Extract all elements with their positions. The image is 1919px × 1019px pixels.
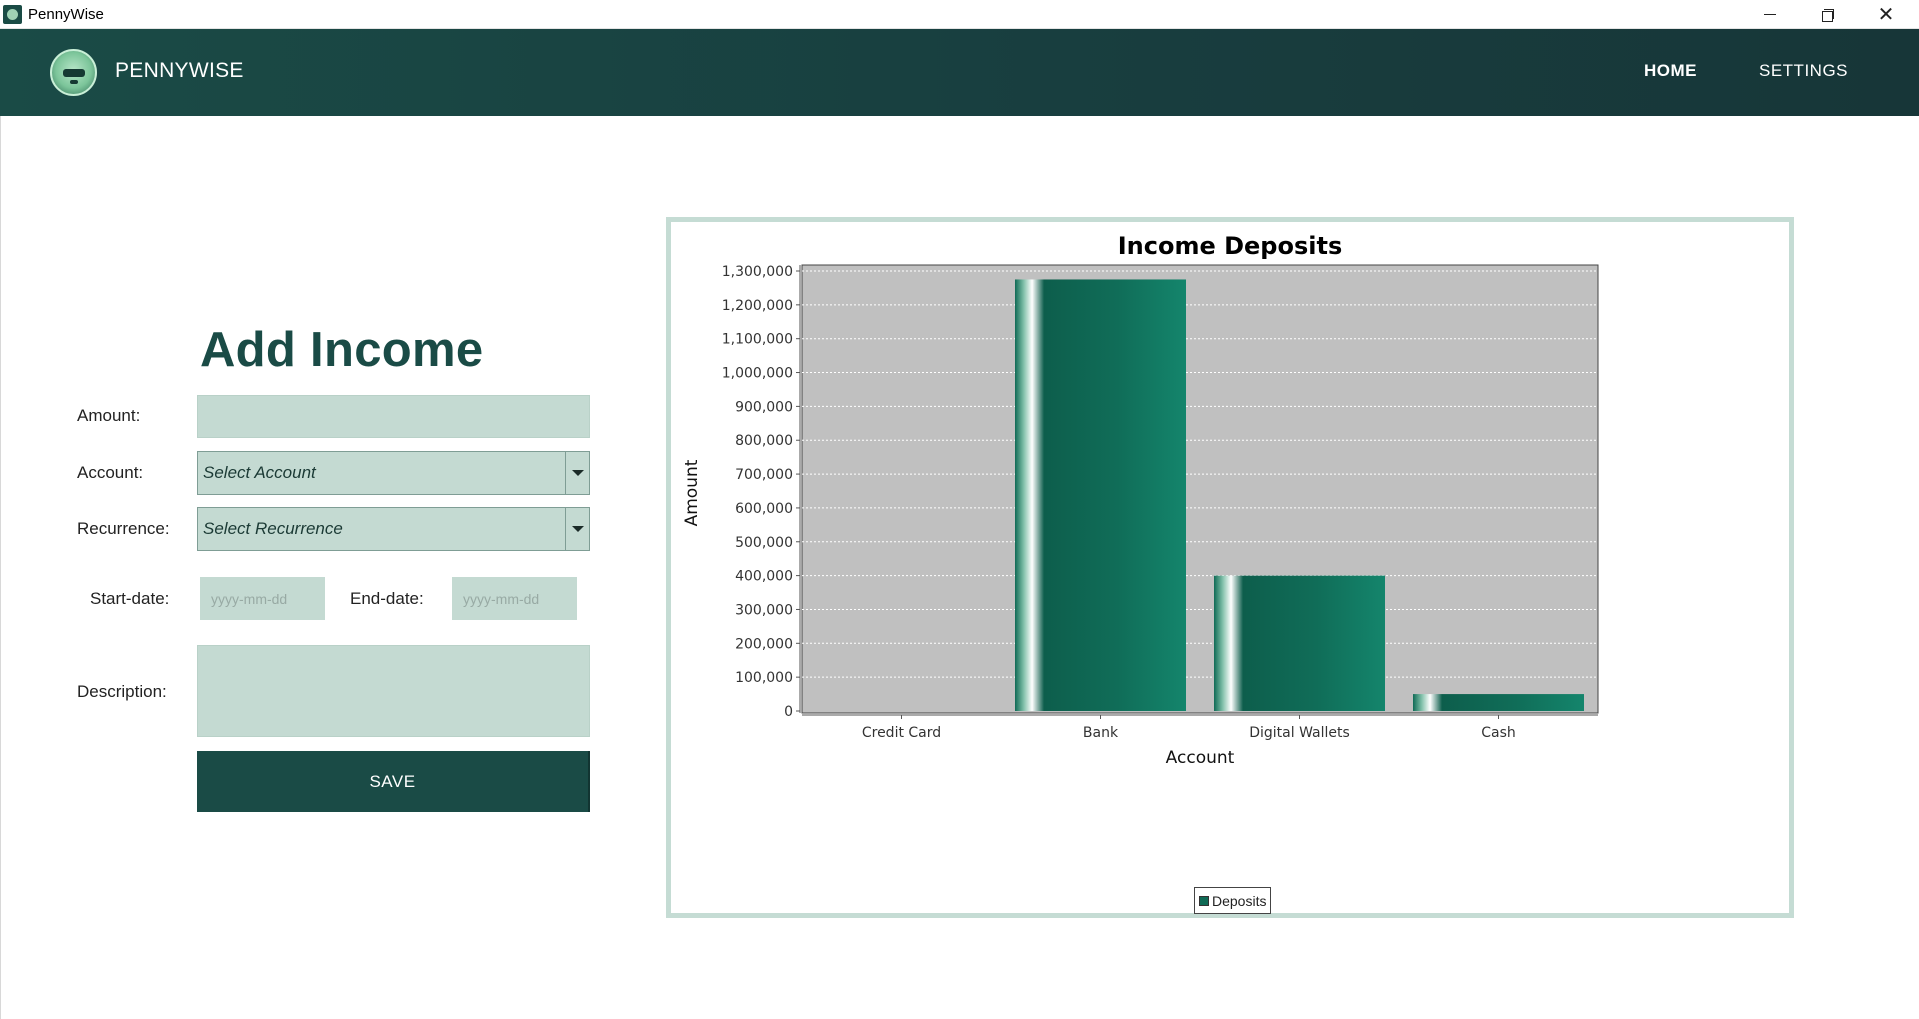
amount-label: Amount:	[77, 406, 141, 425]
y-axis-label: Amount	[682, 459, 702, 526]
y-tick-label: 900,000	[735, 399, 793, 415]
y-tick-label: 700,000	[735, 467, 793, 483]
x-tick-label: Bank	[1083, 725, 1119, 741]
y-tick-label: 600,000	[735, 501, 793, 517]
legend-swatch	[1199, 895, 1209, 906]
nav-settings[interactable]: SETTINGS	[1759, 61, 1849, 80]
grid-lines	[802, 270, 1598, 678]
recurrence-label: Recurrence:	[77, 519, 170, 538]
chart-legend: Deposits	[1194, 887, 1272, 914]
restore-button[interactable]	[1799, 0, 1857, 29]
y-tick-label: 0	[784, 704, 793, 720]
amount-input[interactable]	[197, 395, 590, 438]
start-date-label: Start-date:	[90, 589, 170, 608]
bar-digital-wallets	[1214, 575, 1385, 711]
x-axis-label: Account	[1166, 748, 1235, 768]
nav-home[interactable]: HOME	[1644, 61, 1697, 80]
y-tick-label: 300,000	[735, 602, 793, 618]
minimize-button[interactable]	[1741, 0, 1799, 29]
window-titlebar: PennyWise ✕	[0, 0, 1919, 29]
chart-title: Income Deposits	[1117, 232, 1343, 260]
brand-name: PENNYWISE	[115, 59, 244, 82]
plot-area	[801, 264, 1599, 714]
chevron-down-icon	[571, 470, 584, 476]
minimize-icon	[1764, 14, 1776, 15]
account-select[interactable]: Select Account	[197, 451, 590, 495]
y-tick-label: 200,000	[735, 636, 793, 652]
restore-icon	[1822, 8, 1834, 22]
account-select-value: Select Account	[203, 463, 316, 482]
description-input[interactable]	[197, 645, 590, 737]
y-tick-label: 1,000,000	[722, 366, 793, 382]
y-tick-label: 800,000	[735, 433, 793, 449]
app-header: PENNYWISE HOME SETTINGS	[0, 29, 1919, 116]
window-title: PennyWise	[28, 5, 104, 23]
y-tick-label: 1,200,000	[722, 298, 793, 314]
end-date-input[interactable]: yyyy-mm-dd	[452, 577, 577, 620]
account-label: Account:	[77, 463, 144, 482]
window-border	[0, 116, 1, 1019]
y-tick-label: 500,000	[735, 535, 793, 551]
x-tick-label: Cash	[1481, 725, 1516, 741]
bars	[1015, 279, 1584, 711]
recurrence-select[interactable]: Select Recurrence	[197, 507, 590, 551]
close-button[interactable]: ✕	[1857, 0, 1915, 29]
bar-cash	[1413, 694, 1584, 711]
page-title: Add Income	[200, 323, 484, 377]
income-deposits-chart: Income Deposits 0 100,000 200,000 300,000 40…	[666, 217, 1794, 918]
y-tick-label: 1,100,000	[722, 332, 793, 348]
app-icon	[3, 4, 22, 24]
x-axis: Credit Card Bank Digital Wallets Cash	[802, 714, 1598, 741]
chart-svg: 0 100,000 200,000 300,000 400,000 500,000 600,…	[682, 264, 1599, 768]
save-button[interactable]: SAVE	[197, 751, 590, 812]
y-tick-label: 100,000	[735, 670, 793, 686]
y-tick-label: 400,000	[735, 569, 793, 585]
x-tick-label: Digital Wallets	[1249, 725, 1350, 741]
end-date-label: End-date:	[350, 589, 424, 608]
y-tick-label: 1,300,000	[722, 264, 793, 280]
close-icon: ✕	[1877, 3, 1895, 26]
pennywise-logo-icon	[50, 49, 97, 96]
start-date-input[interactable]: yyyy-mm-dd	[200, 577, 325, 620]
bar-bank	[1015, 279, 1186, 711]
x-tick-label: Credit Card	[862, 725, 941, 741]
recurrence-select-value: Select Recurrence	[203, 519, 343, 538]
recurrence-dropdown-button[interactable]	[565, 508, 589, 550]
legend-label: Deposits	[1212, 892, 1267, 909]
description-label: Description:	[77, 682, 167, 701]
y-axis: 0 100,000 200,000 300,000 400,000 500,000 600,…	[722, 264, 801, 720]
chevron-down-icon	[571, 526, 584, 532]
account-dropdown-button[interactable]	[565, 452, 589, 494]
